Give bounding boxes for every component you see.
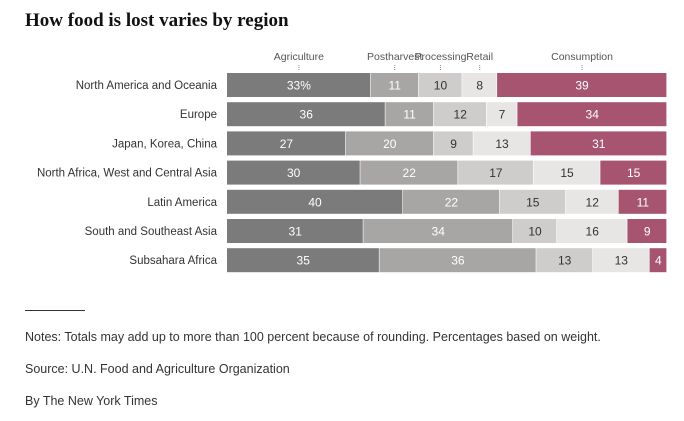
value-label-postharvest-subsahara-africa: 36 <box>451 254 465 268</box>
value-label-retail-europe: 7 <box>499 108 506 122</box>
bar-retail-subsahara-africa <box>592 248 649 273</box>
bar-agriculture-europe <box>227 102 385 127</box>
credit-text: By The New York Times <box>25 394 158 408</box>
value-label-retail-south-and-southeast-asia: 16 <box>586 225 600 239</box>
bar-postharvest-subsahara-africa <box>379 248 536 273</box>
value-label-postharvest-japan-korea-china: 20 <box>383 137 397 151</box>
value-label-agriculture-north-africa-west-and-central-asia: 30 <box>287 166 301 180</box>
bar-consumption-subsahara-africa <box>649 248 667 273</box>
value-label-consumption-japan-korea-china: 31 <box>592 137 606 151</box>
value-label-retail-japan-korea-china: 13 <box>495 137 509 151</box>
value-label-retail-latin-america: 12 <box>586 195 600 209</box>
value-label-agriculture-latin-america: 40 <box>308 195 322 209</box>
region-label-latin-america: Latin America <box>147 197 217 209</box>
bar-processing-europe <box>433 102 486 127</box>
stage-label-consumption: Consumption <box>551 51 613 63</box>
value-label-postharvest-south-and-southeast-asia: 34 <box>432 225 446 239</box>
bar-retail-south-and-southeast-asia <box>557 219 627 243</box>
value-label-postharvest-europe: 11 <box>403 108 416 122</box>
value-label-processing-europe: 12 <box>454 108 468 122</box>
bar-consumption-north-africa-west-and-central-asia <box>600 160 667 185</box>
value-label-consumption-south-and-southeast-asia: 9 <box>644 225 651 239</box>
value-label-consumption-north-america-and-oceania: 39 <box>575 79 589 93</box>
value-label-agriculture-south-and-southeast-asia: 31 <box>289 225 303 239</box>
bar-retail-latin-america <box>565 189 618 214</box>
bar-retail-north-africa-west-and-central-asia <box>533 160 600 185</box>
stage-label-agriculture: Agriculture <box>274 51 324 63</box>
value-label-consumption-subsahara-africa: 4 <box>655 254 662 268</box>
value-label-agriculture-subsahara-africa: 35 <box>297 254 311 268</box>
bar-retail-europe <box>486 102 517 127</box>
value-label-retail-subsahara-africa: 13 <box>615 254 629 268</box>
value-label-consumption-latin-america: 11 <box>637 195 650 209</box>
value-label-consumption-europe: 34 <box>586 108 600 122</box>
bar-consumption-north-america-and-oceania <box>497 73 667 97</box>
value-label-processing-north-america-and-oceania: 10 <box>434 79 448 93</box>
bar-postharvest-north-america-and-oceania <box>370 73 419 97</box>
bar-agriculture-latin-america <box>227 189 403 214</box>
value-label-processing-latin-america: 15 <box>526 195 540 209</box>
value-label-processing-north-africa-west-and-central-asia: 17 <box>489 166 503 180</box>
bar-processing-latin-america <box>499 189 566 214</box>
region-label-north-america-and-oceania: North America and Oceania <box>76 80 218 92</box>
bar-agriculture-south-and-southeast-asia <box>227 219 363 243</box>
chart-title: How food is lost varies by region <box>25 10 289 31</box>
bar-consumption-latin-america <box>618 189 667 214</box>
bar-postharvest-latin-america <box>403 189 500 214</box>
value-label-agriculture-north-america-and-oceania: 33% <box>287 79 311 93</box>
bar-processing-subsahara-africa <box>536 248 593 273</box>
value-label-retail-north-africa-west-and-central-asia: 15 <box>560 166 574 180</box>
bar-processing-japan-korea-china <box>433 131 473 156</box>
stage-label-retail: Retail <box>466 51 493 63</box>
stage-label-postharvest: Postharvest <box>367 51 423 63</box>
divider <box>25 310 85 311</box>
notes-text: Notes: Totals may add up to more than 10… <box>25 330 601 344</box>
bar-agriculture-north-america-and-oceania <box>227 73 371 97</box>
bar-postharvest-south-and-southeast-asia <box>363 219 513 243</box>
bar-postharvest-japan-korea-china <box>345 131 434 156</box>
bar-consumption-japan-korea-china <box>530 131 667 156</box>
bar-processing-south-and-southeast-asia <box>513 219 557 243</box>
bar-agriculture-north-africa-west-and-central-asia <box>227 160 360 185</box>
bar-agriculture-subsahara-africa <box>227 248 379 273</box>
bar-retail-north-america-and-oceania <box>462 73 497 97</box>
value-label-consumption-north-africa-west-and-central-asia: 15 <box>627 166 641 180</box>
value-label-postharvest-north-africa-west-and-central-asia: 22 <box>403 166 417 180</box>
bar-postharvest-north-africa-west-and-central-asia <box>360 160 458 185</box>
value-label-processing-south-and-southeast-asia: 10 <box>528 225 542 239</box>
bar-postharvest-europe <box>385 102 434 127</box>
region-label-north-africa-west-and-central-asia: North Africa, West and Central Asia <box>37 168 218 180</box>
region-label-japan-korea-china: Japan, Korea, China <box>112 138 217 150</box>
stage-label-processing: Processing <box>414 51 466 63</box>
bar-consumption-south-and-southeast-asia <box>627 219 667 243</box>
value-label-agriculture-japan-korea-china: 27 <box>280 137 294 151</box>
value-label-processing-subsahara-africa: 13 <box>558 254 572 268</box>
region-label-europe: Europe <box>180 109 217 121</box>
value-label-postharvest-latin-america: 22 <box>445 195 459 209</box>
bar-retail-japan-korea-china <box>473 131 530 156</box>
bar-processing-north-america-and-oceania <box>418 73 462 97</box>
bar-consumption-europe <box>517 102 667 127</box>
bar-agriculture-japan-korea-china <box>227 131 346 156</box>
value-label-postharvest-north-america-and-oceania: 11 <box>388 79 401 93</box>
value-label-retail-north-america-and-oceania: 8 <box>476 79 483 93</box>
value-label-processing-japan-korea-china: 9 <box>450 137 457 151</box>
bar-processing-north-africa-west-and-central-asia <box>458 160 534 185</box>
region-label-south-and-southeast-asia: South and Southeast Asia <box>85 226 218 238</box>
source-text: Source: U.N. Food and Agriculture Organi… <box>25 362 290 376</box>
value-label-agriculture-europe: 36 <box>300 108 314 122</box>
region-label-subsahara-africa: Subsahara Africa <box>129 255 217 267</box>
